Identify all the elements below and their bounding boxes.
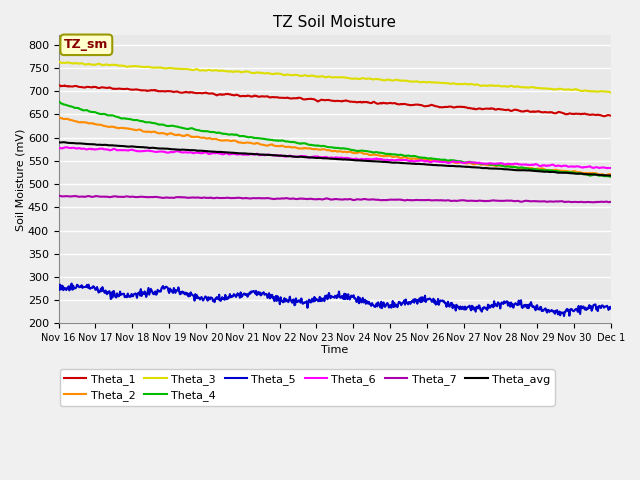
- Theta_1: [122, 86, 129, 92]
- Legend: Theta_1, Theta_2, Theta_3, Theta_4, Theta_5, Theta_6, Theta_7, Theta_avg: Theta_1, Theta_2, Theta_3, Theta_4, Thet…: [60, 369, 555, 406]
- Theta_avg: [207, 149, 215, 155]
- Theta_6: [607, 165, 614, 171]
- Theta_2: [178, 132, 186, 138]
- Theta_5: [207, 295, 215, 301]
- Line: Theta_1: Theta_1: [59, 85, 611, 116]
- Theta_5: [419, 294, 426, 300]
- Theta_5: [607, 306, 614, 312]
- Theta_2: [601, 172, 609, 178]
- Theta_avg: [607, 172, 614, 178]
- Theta_4: [55, 98, 63, 104]
- Theta_2: [207, 136, 214, 142]
- Text: TZ_sm: TZ_sm: [64, 38, 109, 51]
- Theta_7: [65, 193, 72, 199]
- Line: Theta_3: Theta_3: [59, 61, 611, 93]
- Theta_avg: [65, 140, 73, 146]
- Theta_avg: [605, 173, 613, 179]
- Theta_2: [122, 125, 129, 131]
- Theta_7: [607, 199, 614, 204]
- Theta_7: [418, 197, 426, 203]
- Theta_avg: [55, 139, 63, 145]
- Theta_7: [122, 193, 129, 199]
- Theta_5: [65, 283, 72, 289]
- Theta_5: [403, 300, 410, 306]
- Line: Theta_2: Theta_2: [59, 117, 611, 175]
- Theta_2: [607, 172, 614, 178]
- Theta_4: [607, 174, 614, 180]
- Line: Theta_7: Theta_7: [59, 196, 611, 203]
- Theta_avg: [403, 160, 410, 166]
- Theta_7: [589, 200, 596, 205]
- Theta_6: [65, 145, 73, 151]
- Theta_6: [207, 151, 215, 156]
- Theta_7: [402, 197, 410, 203]
- Theta_3: [55, 59, 63, 64]
- Theta_4: [418, 155, 426, 160]
- Theta_3: [65, 60, 72, 65]
- Y-axis label: Soil Moisture (mV): Soil Moisture (mV): [15, 128, 25, 230]
- Theta_1: [55, 82, 63, 88]
- Theta_4: [402, 153, 410, 159]
- Theta_7: [207, 195, 214, 201]
- Theta_1: [600, 113, 608, 119]
- Line: Theta_6: Theta_6: [59, 147, 611, 168]
- Theta_2: [402, 155, 410, 160]
- Theta_6: [419, 157, 426, 163]
- Theta_4: [122, 116, 129, 121]
- Line: Theta_5: Theta_5: [59, 284, 611, 316]
- Theta_2: [55, 114, 63, 120]
- Theta_3: [418, 79, 426, 85]
- Theta_1: [418, 102, 426, 108]
- Theta_6: [603, 166, 611, 171]
- Theta_avg: [60, 139, 68, 145]
- Theta_7: [178, 194, 186, 200]
- Theta_1: [65, 84, 72, 89]
- Theta_5: [122, 294, 130, 300]
- Theta_6: [179, 150, 186, 156]
- Theta_4: [178, 125, 186, 131]
- Theta_3: [178, 66, 186, 72]
- Theta_3: [122, 63, 129, 69]
- Theta_4: [65, 103, 72, 109]
- Theta_7: [55, 193, 63, 199]
- Line: Theta_avg: Theta_avg: [59, 142, 611, 176]
- Theta_avg: [179, 147, 186, 153]
- Theta_6: [63, 144, 70, 150]
- Theta_1: [607, 113, 614, 119]
- Theta_2: [418, 156, 426, 162]
- Theta_1: [178, 90, 186, 96]
- Theta_3: [207, 67, 214, 73]
- Theta_5: [179, 288, 186, 294]
- Theta_2: [65, 117, 72, 122]
- Theta_5: [68, 281, 76, 287]
- Theta_6: [55, 145, 63, 151]
- Theta_3: [607, 90, 614, 96]
- Line: Theta_4: Theta_4: [59, 101, 611, 177]
- Theta_6: [403, 157, 410, 163]
- Theta_1: [402, 101, 410, 107]
- Theta_5: [55, 286, 63, 291]
- Title: TZ Soil Moisture: TZ Soil Moisture: [273, 15, 396, 30]
- X-axis label: Time: Time: [321, 345, 348, 355]
- Theta_4: [207, 129, 214, 135]
- Theta_1: [207, 91, 214, 96]
- Theta_avg: [122, 144, 130, 149]
- Theta_3: [402, 78, 410, 84]
- Theta_avg: [419, 161, 426, 167]
- Theta_5: [560, 313, 568, 319]
- Theta_6: [122, 147, 130, 153]
